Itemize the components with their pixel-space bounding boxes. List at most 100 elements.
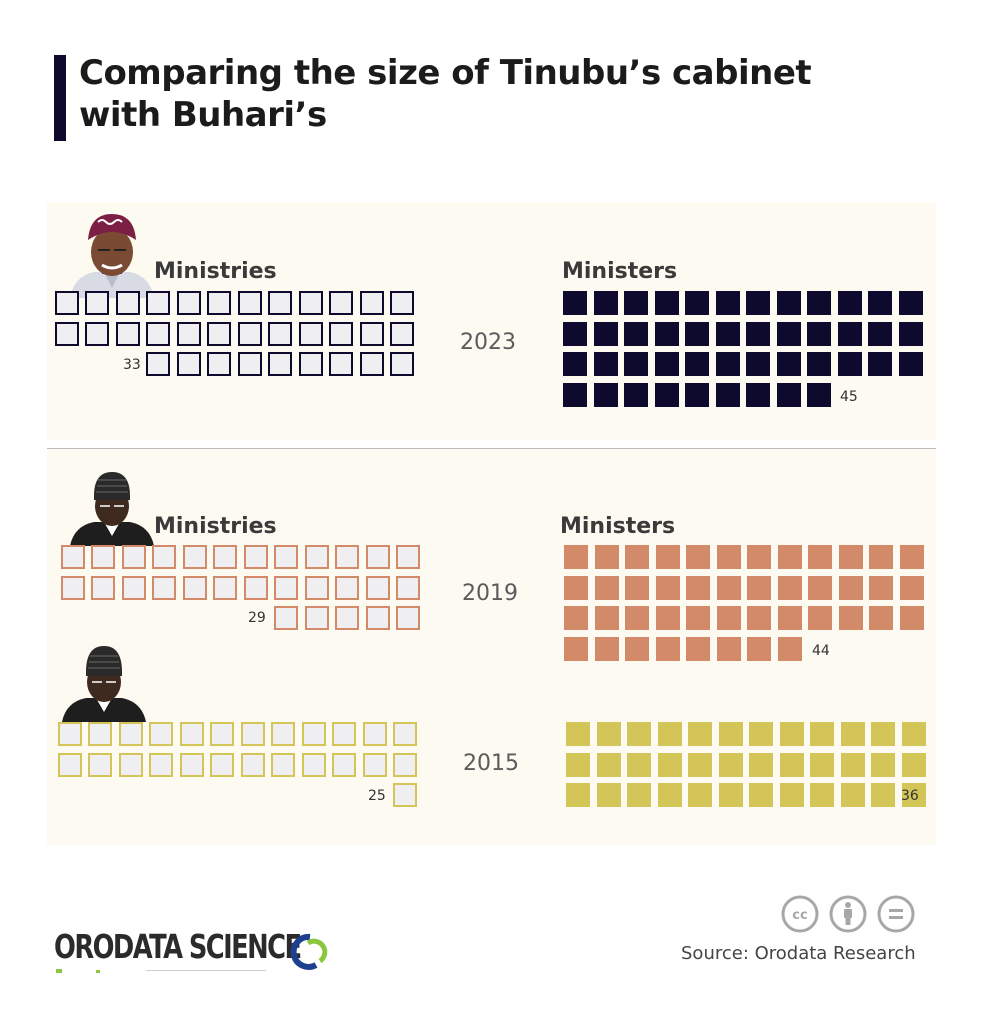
- ministries-count-2023: 33: [123, 357, 141, 373]
- waffle-square-ministers-2023: [563, 383, 587, 407]
- waffle-square-ministers-2015: [627, 783, 651, 807]
- waffle-square-ministers-2015: [749, 753, 773, 777]
- waffle-square-ministries-2023: [177, 322, 201, 346]
- waffle-square-ministers-2023: [594, 383, 618, 407]
- waffle-square-ministries-2023: [360, 352, 384, 376]
- waffle-square-ministers-2019: [686, 576, 710, 600]
- waffle-square-ministries-2015: [271, 753, 295, 777]
- logo-text: ORODATA SCIENCE: [54, 927, 302, 966]
- waffle-square-ministers-2023: [777, 322, 801, 346]
- waffle-square-ministers-2023: [868, 322, 892, 346]
- waffle-square-ministries-2019: [91, 576, 115, 600]
- waffle-square-ministers-2019: [564, 576, 588, 600]
- waffle-square-ministries-2015: [363, 753, 387, 777]
- ministries-label-2023: Ministries: [154, 259, 277, 284]
- waffle-square-ministers-2019: [625, 576, 649, 600]
- ministries-count-2015: 25: [368, 788, 386, 804]
- waffle-square-ministries-2019: [244, 576, 268, 600]
- waffle-square-ministers-2015: [597, 753, 621, 777]
- title-line-1: Comparing the size of Tinubu’s cabinet: [79, 53, 812, 93]
- waffle-square-ministers-2023: [838, 322, 862, 346]
- waffle-square-ministers-2019: [747, 576, 771, 600]
- waffle-square-ministers-2015: [780, 722, 804, 746]
- title-accent-bar: [54, 55, 66, 141]
- waffle-square-ministers-2019: [808, 576, 832, 600]
- waffle-square-ministers-2019: [564, 606, 588, 630]
- waffle-square-ministries-2015: [210, 753, 234, 777]
- svg-text:cc: cc: [792, 908, 807, 923]
- tinubu-portrait-icon: [70, 214, 154, 298]
- waffle-square-ministries-2023: [177, 291, 201, 315]
- waffle-square-ministers-2015: [841, 783, 865, 807]
- waffle-square-ministries-2023: [390, 352, 414, 376]
- waffle-square-ministries-2023: [268, 291, 292, 315]
- waffle-square-ministries-2015: [149, 753, 173, 777]
- waffle-square-ministers-2019: [595, 637, 619, 661]
- waffle-square-ministers-2019: [717, 637, 741, 661]
- buhari-2019-portrait-icon: [70, 472, 154, 546]
- waffle-square-ministers-2023: [777, 383, 801, 407]
- waffle-square-ministries-2019: [274, 545, 298, 569]
- waffle-square-ministries-2015: [88, 722, 112, 746]
- waffle-square-ministries-2019: [213, 576, 237, 600]
- waffle-square-ministers-2019: [808, 606, 832, 630]
- waffle-square-ministers-2019: [656, 576, 680, 600]
- waffle-square-ministries-2015: [241, 722, 265, 746]
- waffle-square-ministers-2019: [625, 606, 649, 630]
- waffle-square-ministries-2015: [302, 722, 326, 746]
- waffle-square-ministers-2015: [749, 722, 773, 746]
- waffle-square-ministers-2015: [902, 783, 926, 807]
- panel-divider: [47, 448, 936, 449]
- waffle-square-ministers-2023: [746, 291, 770, 315]
- waffle-square-ministers-2019: [564, 637, 588, 661]
- waffle-square-ministers-2023: [746, 383, 770, 407]
- waffle-square-ministries-2023: [177, 352, 201, 376]
- waffle-square-ministries-2019: [366, 606, 390, 630]
- waffle-square-ministries-2019: [335, 576, 359, 600]
- waffle-square-ministers-2015: [902, 722, 926, 746]
- waffle-square-ministers-2015: [719, 783, 743, 807]
- waffle-square-ministers-2023: [716, 291, 740, 315]
- waffle-square-ministers-2015: [841, 722, 865, 746]
- waffle-square-ministries-2015: [119, 753, 143, 777]
- waffle-square-ministers-2019: [778, 606, 802, 630]
- waffle-square-ministers-2023: [594, 322, 618, 346]
- waffle-square-ministers-2015: [719, 753, 743, 777]
- waffle-square-ministers-2019: [869, 606, 893, 630]
- waffle-square-ministers-2023: [777, 352, 801, 376]
- waffle-square-ministers-2023: [685, 291, 709, 315]
- waffle-square-ministries-2019: [305, 606, 329, 630]
- waffle-square-ministers-2023: [624, 322, 648, 346]
- waffle-square-ministers-2019: [839, 576, 863, 600]
- waffle-square-ministries-2023: [85, 322, 109, 346]
- waffle-square-ministries-2019: [396, 545, 420, 569]
- waffle-square-ministers-2015: [566, 753, 590, 777]
- waffle-square-ministers-2015: [658, 783, 682, 807]
- waffle-square-ministers-2015: [810, 722, 834, 746]
- waffle-square-ministers-2015: [780, 783, 804, 807]
- waffle-square-ministers-2023: [563, 291, 587, 315]
- waffle-square-ministries-2019: [91, 545, 115, 569]
- waffle-square-ministries-2019: [122, 545, 146, 569]
- waffle-square-ministers-2015: [688, 753, 712, 777]
- waffle-square-ministers-2019: [900, 545, 924, 569]
- waffle-square-ministers-2023: [624, 352, 648, 376]
- waffle-square-ministries-2019: [61, 576, 85, 600]
- waffle-square-ministers-2015: [658, 722, 682, 746]
- waffle-square-ministers-2015: [597, 783, 621, 807]
- waffle-square-ministers-2023: [685, 322, 709, 346]
- waffle-square-ministries-2023: [268, 352, 292, 376]
- waffle-square-ministers-2019: [686, 545, 710, 569]
- waffle-square-ministers-2015: [688, 783, 712, 807]
- waffle-square-ministers-2023: [685, 383, 709, 407]
- waffle-square-ministers-2015: [871, 722, 895, 746]
- waffle-square-ministers-2015: [719, 722, 743, 746]
- waffle-square-ministries-2015: [180, 753, 204, 777]
- waffle-square-ministers-2015: [566, 783, 590, 807]
- waffle-square-ministries-2015: [210, 722, 234, 746]
- waffle-square-ministries-2015: [302, 753, 326, 777]
- waffle-square-ministers-2023: [624, 291, 648, 315]
- waffle-square-ministries-2015: [58, 722, 82, 746]
- waffle-square-ministries-2015: [393, 722, 417, 746]
- orodata-logo: ORODATA SCIENCE: [54, 927, 354, 975]
